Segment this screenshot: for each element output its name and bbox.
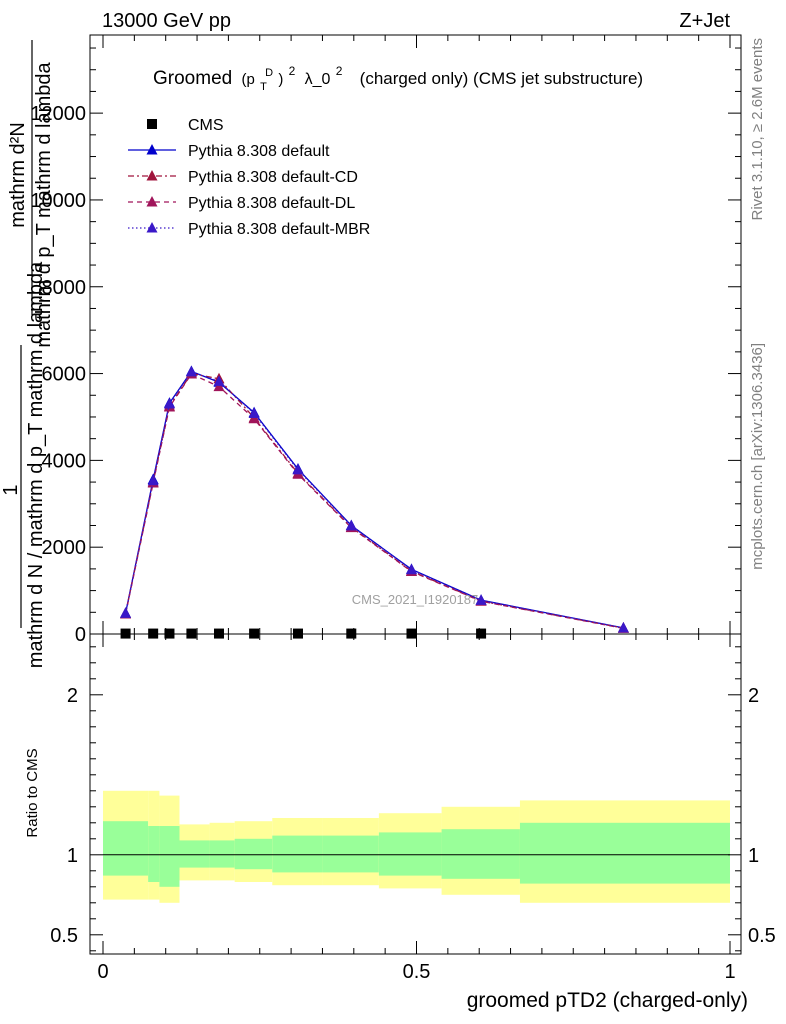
ylabel-denominator: mathrm d N / mathrm d p_T mathrm d lambd… [25, 261, 47, 668]
ylabel-one: 1 [0, 484, 22, 495]
x-tick-label: 0 [97, 961, 108, 983]
data-point [163, 397, 175, 409]
ylabel-numerator: mathrm d²N [7, 122, 29, 228]
data-point [185, 365, 197, 377]
legend-label: Pythia 8.308 default-CD [188, 169, 358, 186]
ratio-ylabel: Ratio to CMS [24, 748, 41, 837]
legend-label: Pythia 8.308 default-MBR [188, 221, 370, 238]
y-tick-label: 8000 [42, 277, 87, 299]
series-line [124, 370, 624, 629]
title-exp: 2 [289, 64, 296, 78]
process-label: 13000 GeV pp [102, 10, 231, 32]
legend-marker [146, 144, 158, 155]
y-tick-label: 2000 [42, 537, 87, 559]
data-point [147, 474, 159, 486]
main-ylabel: mathrm d²N mathrm d p_T mathrm d lambda … [0, 40, 55, 668]
ratio-inner-band [234, 838, 273, 870]
y-tick-label: 0 [75, 624, 86, 646]
ratio-bands [103, 790, 730, 903]
legend-marker [146, 222, 158, 233]
data-point [475, 594, 487, 605]
ratio-y-tick-label: 1 [67, 845, 78, 867]
ratio-inner-band [159, 826, 180, 887]
ratio-inner-band [179, 840, 210, 868]
legend-marker [147, 119, 157, 129]
legend-label: Pythia 8.308 default [188, 143, 330, 160]
ratio-inner-band [441, 829, 520, 879]
ratio-inner-band [322, 835, 379, 873]
data-point [405, 563, 417, 575]
title-p: (p [241, 71, 254, 88]
data-point [617, 622, 629, 633]
y-tick-label: 4000 [42, 450, 87, 472]
main-marks [120, 365, 629, 639]
legend-marker [146, 196, 158, 207]
legend: CMS Pythia 8.308 default Pythia 8.308 defa… [128, 117, 370, 238]
rivet-version-label: Rivet 3.1.10, ≥ 2.6M events [749, 38, 766, 221]
mcplots-label: mcplots.cern.ch [arXiv:1306.3436] [749, 343, 766, 570]
ratio-y-tick-label: 2 [67, 685, 78, 707]
ratio-inner-band [378, 832, 442, 876]
ratio-inner-band [519, 822, 730, 884]
title-suffix: (charged only) (CMS jet substructure) [360, 69, 643, 88]
main-panel: 0 2000 4000 6000 8000 10000 12000 CMS_2021_I19… [30, 34, 742, 646]
ratio-inner-band [272, 835, 323, 873]
ratio-inner-band [103, 821, 149, 876]
legend-marker [146, 170, 158, 181]
title-lambda-exp: 2 [336, 64, 343, 78]
ratio-frame [89, 633, 742, 955]
legend-label: CMS [188, 117, 224, 134]
ratio-inner-band [148, 826, 160, 882]
plot-title: Groomed (p T D ) 2 λ_0 2 (charged only) … [153, 59, 643, 95]
title-close: ) [278, 71, 283, 88]
ylabel-numerator-fragment: mathrm d p_T mathrm d lambda [33, 61, 55, 347]
ratio-y-tick-label-right: 0.5 [748, 925, 776, 947]
data-point [120, 607, 132, 618]
y-tick-label: 10000 [30, 190, 86, 212]
xlabel: groomed pTD2 (charged-only) [467, 989, 748, 1012]
series-line [124, 372, 624, 629]
main-ticks: 0 2000 4000 6000 8000 10000 12000 [30, 35, 741, 646]
title-sup: D [265, 67, 273, 79]
data-point [248, 407, 260, 418]
title-prefix: Groomed [153, 68, 232, 89]
ratio-ticks: 0.5 0.5 1 1 2 2 0 0.5 1 [50, 634, 776, 983]
title-sub: T [260, 81, 267, 93]
ratio-inner-band [209, 840, 235, 868]
watermark: CMS_2021_I1920187 [352, 592, 479, 607]
analysis-label: Z+Jet [679, 10, 730, 32]
y-tick-label: 12000 [30, 103, 86, 125]
y-tick-label: 6000 [42, 364, 87, 386]
ratio-y-tick-label-right: 1 [748, 845, 759, 867]
series-line [124, 371, 624, 629]
legend-label: Pythia 8.308 default-DL [188, 195, 355, 212]
ratio-panel: 0.5 0.5 1 1 2 2 0 0.5 1 Ratio to CMS groomed pTD… [24, 633, 776, 1012]
x-tick-label: 1 [724, 961, 735, 983]
title-lambda: λ_0 [305, 71, 331, 88]
ratio-y-tick-label: 0.5 [50, 925, 78, 947]
ratio-y-tick-label-right: 2 [748, 685, 759, 707]
series-line [124, 373, 624, 629]
data-point [345, 519, 357, 531]
data-point [213, 375, 225, 386]
x-tick-label: 0.5 [403, 961, 431, 983]
data-point [292, 463, 304, 475]
